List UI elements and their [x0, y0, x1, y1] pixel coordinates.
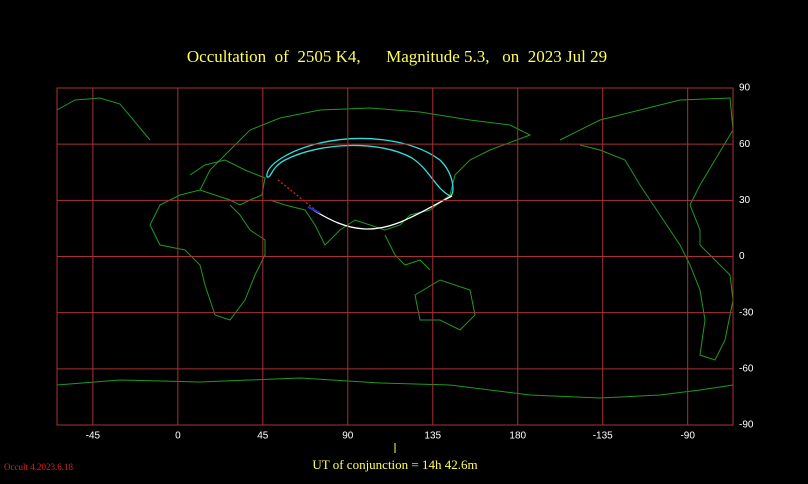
conjunction-time: UT of conjunction = 14h 42.6m — [312, 457, 477, 472]
y-tick-label: -60 — [739, 363, 754, 374]
x-tick-label: 0 — [175, 431, 181, 442]
version-label: Occult 4.2023.6.18 — [4, 462, 73, 472]
y-tick-label: -30 — [739, 307, 754, 318]
x-tick-label: -135 — [593, 431, 613, 442]
coastline — [56, 377, 734, 399]
coastlines — [56, 97, 734, 399]
x-tick-label: 180 — [509, 431, 526, 442]
x-tick-label: -45 — [86, 431, 101, 442]
coastline — [149, 159, 266, 321]
twilight-path — [307, 206, 321, 214]
coastline — [384, 234, 431, 271]
x-tick-label: 90 — [342, 431, 354, 442]
daylight-path — [277, 179, 319, 213]
y-tick-label: 30 — [739, 195, 751, 206]
occultation-path — [266, 137, 454, 230]
coastline — [199, 107, 532, 246]
y-tick-label: 60 — [739, 139, 751, 150]
coastline — [559, 97, 734, 361]
y-tick-label: 0 — [739, 251, 745, 262]
x-tick-label: 45 — [257, 431, 269, 442]
coastline — [414, 279, 476, 331]
frame — [56, 87, 734, 426]
x-tick-label: -90 — [680, 431, 695, 442]
central-path — [312, 195, 453, 230]
x-tick-label: 135 — [424, 431, 441, 442]
chart-title: Occultation of 2505 K4, Magnitude 5.3, o… — [187, 47, 607, 66]
y-tick-label: 90 — [739, 83, 751, 94]
y-tick-label: -90 — [739, 420, 754, 431]
shadow-limit-path — [266, 137, 454, 197]
coastline — [56, 97, 151, 141]
